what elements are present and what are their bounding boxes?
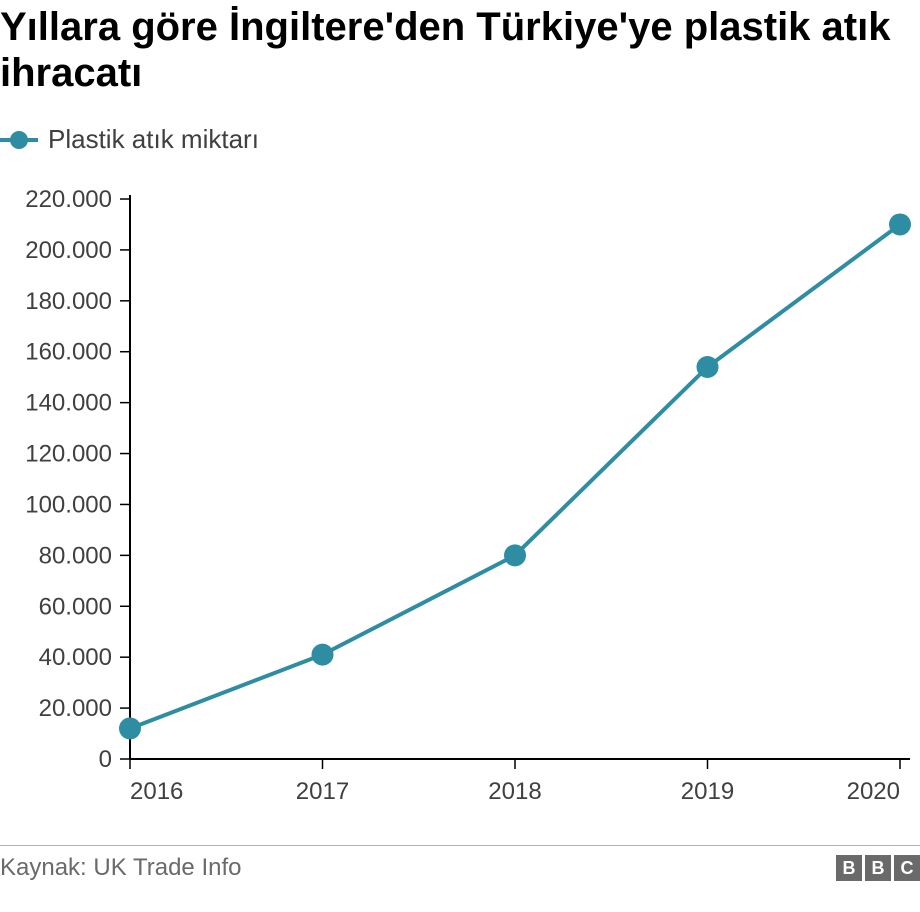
source-name: UK Trade Info bbox=[93, 854, 241, 881]
legend-swatch bbox=[0, 130, 38, 150]
y-tick-label: 40.000 bbox=[39, 644, 112, 671]
bbc-logo-letter: C bbox=[894, 855, 920, 881]
legend-label: Plastik atık miktarı bbox=[48, 124, 259, 155]
line-chart-svg: 0 20.000 40.000 60.000 80.000 100.000 120.000 1… bbox=[0, 179, 920, 839]
footer: Kaynak: UK Trade Info B B C bbox=[0, 854, 920, 888]
y-tick-label: 80.000 bbox=[39, 542, 112, 569]
chart-container: Yıllara göre İngiltere'den Türkiye'ye pl… bbox=[0, 0, 920, 888]
legend-line-marker-icon bbox=[0, 130, 38, 150]
bbc-logo-letter: B bbox=[865, 855, 891, 881]
y-tick-label: 120.000 bbox=[25, 441, 112, 468]
data-point bbox=[504, 544, 526, 566]
y-tick-label: 160.000 bbox=[25, 339, 112, 366]
bbc-logo-letter: B bbox=[836, 855, 862, 881]
y-tick-label: 20.000 bbox=[39, 695, 112, 722]
y-tick-label: 180.000 bbox=[25, 288, 112, 315]
source-text: Kaynak: UK Trade Info bbox=[0, 854, 241, 882]
data-point bbox=[119, 717, 141, 739]
x-tick-label: 2020 bbox=[847, 778, 900, 805]
bbc-logo: B B C bbox=[836, 855, 920, 881]
source-prefix: Kaynak: bbox=[0, 854, 93, 881]
data-point bbox=[889, 213, 911, 235]
data-point bbox=[312, 644, 334, 666]
data-point bbox=[697, 356, 719, 378]
x-tick-label: 2017 bbox=[296, 778, 349, 805]
y-tick-label: 0 bbox=[99, 746, 112, 773]
y-tick-label: 140.000 bbox=[25, 390, 112, 417]
x-tick-label: 2016 bbox=[130, 778, 183, 805]
x-tick-label: 2019 bbox=[681, 778, 734, 805]
legend: Plastik atık miktarı bbox=[0, 124, 920, 155]
y-tick-label: 200.000 bbox=[25, 237, 112, 264]
y-tick-label: 100.000 bbox=[25, 491, 112, 518]
x-tick-label: 2018 bbox=[488, 778, 541, 805]
chart-plot: 0 20.000 40.000 60.000 80.000 100.000 120.000 1… bbox=[0, 179, 920, 839]
chart-title: Yıllara göre İngiltere'den Türkiye'ye pl… bbox=[0, 0, 920, 96]
footer-divider bbox=[0, 845, 920, 846]
y-tick-label: 220.000 bbox=[25, 186, 112, 213]
y-tick-label: 60.000 bbox=[39, 593, 112, 620]
